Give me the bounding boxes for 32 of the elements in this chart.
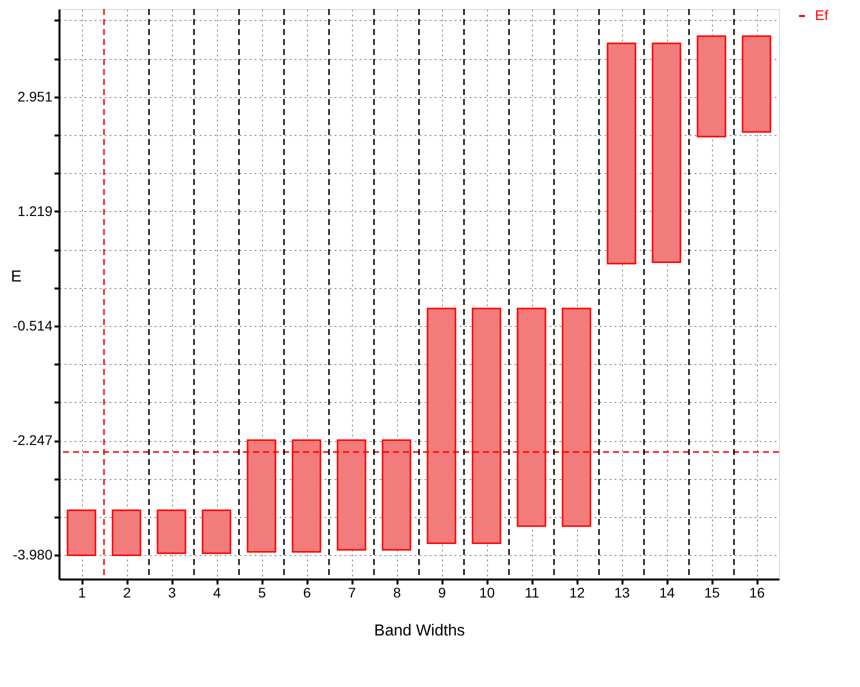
x-tick-label: 10 [479,584,495,600]
x-tick-label: 8 [393,584,402,600]
bar [652,42,682,264]
x-tick-label: 13 [614,584,630,600]
x-tick-label: 6 [303,584,312,600]
x-tick-label: 4 [213,584,222,600]
bar [112,509,142,556]
y-tick-label: -3.980 [12,546,53,563]
x-tick-label: 12 [569,584,585,600]
x-tick-label: 15 [704,584,720,600]
bar [202,509,232,554]
x-tick-label: 9 [438,584,446,600]
bar [696,35,726,138]
y-tick-label: -2.247 [12,432,53,448]
x-tick-label: 11 [524,584,540,600]
x-axis-title: Band Widths [374,622,465,640]
y-tick-label: 1.219 [17,202,53,219]
x-tick-label: 1 [78,584,86,600]
bar [156,509,186,554]
y-tick-label: -0.514 [12,318,53,334]
x-tick-label: 3 [168,584,176,600]
bar [606,42,636,264]
x-tick-label: 5 [258,584,266,600]
bar [66,509,96,556]
x-tick-label: 16 [749,584,765,600]
y-tick-label: 2.951 [17,88,53,104]
x-tick-label: 2 [123,584,132,600]
y-axis-title: E [10,268,22,286]
bar [742,35,772,133]
x-tick-label: 7 [348,584,356,600]
x-tick-label: 14 [659,584,675,600]
legend-label: Ef [815,7,828,23]
